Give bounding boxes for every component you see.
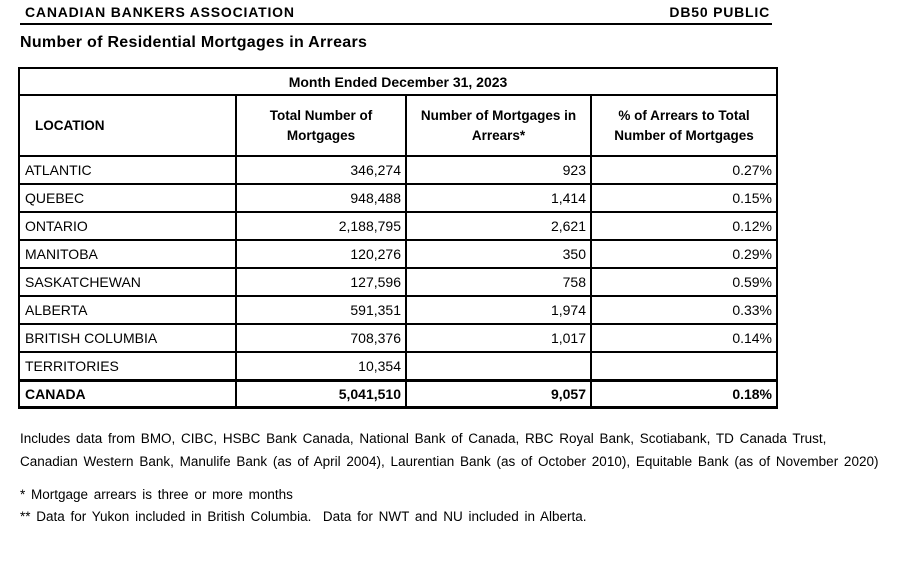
page-title: Number of Residential Mortgages in Arrea… bbox=[20, 34, 368, 51]
cell-arrears bbox=[405, 351, 592, 381]
table-row: MANITOBA 120,276 350 0.29% bbox=[18, 239, 779, 269]
table-row: ATLANTIC 346,274 923 0.27% bbox=[18, 155, 779, 185]
cell-percent-arrears: 0.27% bbox=[589, 155, 779, 185]
cell-arrears: 1,974 bbox=[405, 295, 592, 325]
cell-percent-arrears: 0.14% bbox=[589, 323, 779, 353]
arrears-table: Month Ended December 31, 2023 LOCATION T… bbox=[17, 67, 779, 409]
column-header-percent-arrears: % of Arrears to Total Number of Mortgage… bbox=[589, 94, 779, 157]
cell-total-mortgages: 591,351 bbox=[235, 295, 407, 325]
source-note-line-2: Canadian Western Bank, Manulife Bank (as… bbox=[20, 453, 879, 469]
cell-arrears: 350 bbox=[405, 239, 592, 269]
cell-location: SASKATCHEWAN bbox=[18, 267, 237, 297]
table-row: BRITISH COLUMBIA 708,376 1,017 0.14% bbox=[18, 323, 779, 353]
cell-total-mortgages: 948,488 bbox=[235, 183, 407, 213]
table-row: SASKATCHEWAN 127,596 758 0.59% bbox=[18, 267, 779, 297]
cell-total-mortgages: 708,376 bbox=[235, 323, 407, 353]
cell-percent-arrears: 0.29% bbox=[589, 239, 779, 269]
cell-percent-arrears: 0.33% bbox=[589, 295, 779, 325]
cell-location: BRITISH COLUMBIA bbox=[18, 323, 237, 353]
cell-total-mortgages: 127,596 bbox=[235, 267, 407, 297]
cell-total-mortgages: 5,041,510 bbox=[235, 378, 407, 409]
cell-percent-arrears: 0.12% bbox=[589, 211, 779, 241]
cell-total-mortgages: 10,354 bbox=[235, 351, 407, 381]
cell-total-mortgages: 120,276 bbox=[235, 239, 407, 269]
column-header-total-mortgages: Total Number of Mortgages bbox=[235, 94, 407, 157]
cell-location: QUEBEC bbox=[18, 183, 237, 213]
cell-arrears: 1,017 bbox=[405, 323, 592, 353]
report-page: CANADIAN BANKERS ASSOCIATION DB50 PUBLIC… bbox=[0, 5, 900, 564]
cell-percent-arrears: 0.15% bbox=[589, 183, 779, 213]
cell-percent-arrears: 0.59% bbox=[589, 267, 779, 297]
cell-total-mortgages: 2,188,795 bbox=[235, 211, 407, 241]
organization-name: CANADIAN BANKERS ASSOCIATION bbox=[25, 4, 295, 20]
cell-arrears: 9,057 bbox=[405, 378, 592, 409]
cell-total-mortgages: 346,274 bbox=[235, 155, 407, 185]
column-header-row: LOCATION Total Number of Mortgages Numbe… bbox=[18, 94, 779, 157]
footnotes: Includes data from BMO, CIBC, HSBC Bank … bbox=[20, 427, 900, 528]
cell-location: ONTARIO bbox=[18, 211, 237, 241]
cell-arrears: 1,414 bbox=[405, 183, 592, 213]
canada-total-row: CANADA 5,041,510 9,057 0.18% bbox=[18, 378, 779, 409]
column-header-arrears: Number of Mortgages in Arrears* bbox=[405, 94, 592, 157]
table-row: ONTARIO 2,188,795 2,621 0.12% bbox=[18, 211, 779, 241]
cell-arrears: 758 bbox=[405, 267, 592, 297]
page-header: CANADIAN BANKERS ASSOCIATION DB50 PUBLIC bbox=[20, 5, 772, 25]
footnote-territories-data: ** Data for Yukon included in British Co… bbox=[20, 508, 587, 524]
cell-percent-arrears bbox=[589, 351, 779, 381]
column-header-location: LOCATION bbox=[18, 94, 237, 157]
cell-location: MANITOBA bbox=[18, 239, 237, 269]
cell-arrears: 923 bbox=[405, 155, 592, 185]
cell-location: CANADA bbox=[18, 378, 237, 409]
report-code: DB50 PUBLIC bbox=[669, 4, 770, 20]
source-note-line-1: Includes data from BMO, CIBC, HSBC Bank … bbox=[20, 430, 827, 446]
footnote-arrears-definition: * Mortgage arrears is three or more mont… bbox=[20, 486, 293, 502]
table-period-header: Month Ended December 31, 2023 bbox=[17, 67, 779, 96]
table-row: QUEBEC 948,488 1,414 0.15% bbox=[18, 183, 779, 213]
cell-arrears: 2,621 bbox=[405, 211, 592, 241]
cell-location: ALBERTA bbox=[18, 295, 237, 325]
cell-location: TERRITORIES bbox=[18, 351, 237, 381]
mortgage-table-body: ATLANTIC 346,274 923 0.27% QUEBEC 948,488 1,41… bbox=[18, 155, 779, 381]
cell-percent-arrears: 0.18% bbox=[589, 378, 779, 409]
table-row: TERRITORIES 10,354 bbox=[18, 351, 779, 381]
period-header-row: Month Ended December 31, 2023 bbox=[17, 67, 779, 96]
cell-location: ATLANTIC bbox=[18, 155, 237, 185]
table-row: ALBERTA 591,351 1,974 0.33% bbox=[18, 295, 779, 325]
